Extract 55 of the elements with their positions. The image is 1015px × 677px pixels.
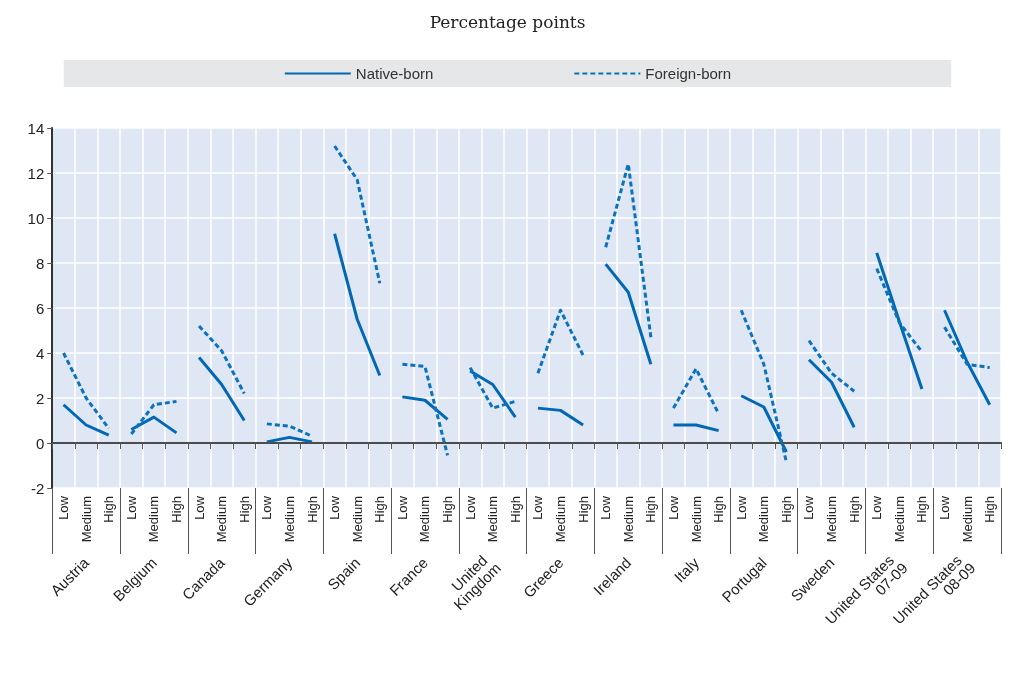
- x-tick-label: Medium: [214, 496, 230, 543]
- y-tick-label: -2: [30, 479, 45, 497]
- x-tick-label: High: [372, 496, 388, 523]
- x-tick-label: Medium: [281, 496, 297, 543]
- x-tick-label: Low: [665, 495, 681, 520]
- x-tick-label: Low: [394, 495, 410, 520]
- x-tick-label: Medium: [959, 496, 975, 543]
- text: Italy: [670, 553, 703, 586]
- y-tick-label: 8: [35, 254, 45, 272]
- x-tick-label: Low: [191, 495, 207, 520]
- x-tick-label: High: [575, 496, 591, 523]
- x-tick-label: High: [711, 496, 727, 523]
- x-tick-label: High: [778, 496, 794, 523]
- chart-subtitle: Percentage points: [429, 11, 586, 32]
- x-tick-label: Low: [56, 495, 72, 520]
- x-tick-label: High: [440, 496, 456, 523]
- x-tick-label: Low: [869, 495, 885, 520]
- x-tick-label: Low: [462, 495, 478, 520]
- x-tick-label: High: [236, 496, 252, 523]
- x-tick-label: Medium: [485, 496, 501, 543]
- x-tick-label: Medium: [688, 496, 704, 543]
- x-tick-label: Low: [123, 495, 139, 520]
- x-tick-label: High: [507, 496, 523, 523]
- y-tick-label: 4: [35, 344, 45, 362]
- x-tick-label: Low: [598, 495, 614, 520]
- x-tick-label: High: [914, 496, 930, 523]
- y-tick-label: 12: [27, 164, 45, 182]
- x-tick-label: High: [304, 496, 320, 523]
- y-tick-label: 14: [27, 119, 45, 137]
- x-tick-label: Low: [937, 495, 953, 520]
- legend-label: Native-born: [355, 65, 434, 82]
- x-tick-label: High: [643, 496, 659, 523]
- x-tick-label: Low: [801, 495, 817, 520]
- legend-label: Foreign-born: [645, 65, 732, 82]
- x-tick-label: Medium: [417, 496, 433, 543]
- x-tick-label: Medium: [78, 496, 94, 543]
- x-tick-label: High: [982, 496, 998, 523]
- x-tick-label: Medium: [756, 496, 772, 543]
- x-tick-label: Medium: [349, 496, 365, 543]
- x-tick-label: High: [846, 496, 862, 523]
- x-tick-label: Low: [259, 495, 275, 520]
- x-tick-label: High: [168, 496, 184, 523]
- y-tick-label: 6: [35, 299, 45, 317]
- x-tick-label: Medium: [620, 496, 636, 543]
- y-tick-label: 0: [35, 434, 45, 452]
- y-tick-label: 10: [27, 209, 45, 227]
- x-tick-label: Medium: [824, 496, 840, 543]
- x-tick-label: Low: [733, 495, 749, 520]
- x-tick-label: Medium: [891, 496, 907, 543]
- x-tick-label: Medium: [146, 496, 162, 543]
- x-tick-label: Low: [327, 495, 343, 520]
- y-tick-label: 2: [35, 389, 45, 407]
- x-tick-label: High: [101, 496, 117, 523]
- x-tick-label: Medium: [553, 496, 569, 543]
- x-tick-label: Low: [530, 495, 546, 520]
